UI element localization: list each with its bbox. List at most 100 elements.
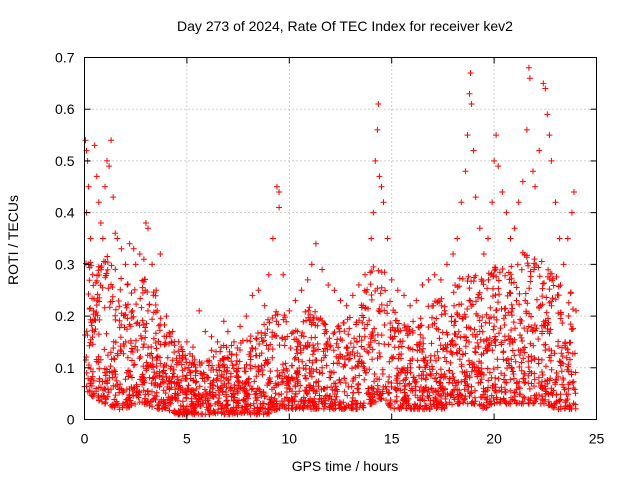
data-point bbox=[475, 364, 482, 371]
data-point bbox=[160, 367, 167, 374]
data-point bbox=[87, 339, 94, 346]
data-point bbox=[104, 259, 111, 266]
data-point bbox=[360, 363, 367, 370]
grid-lines bbox=[84, 57, 597, 420]
data-point bbox=[484, 343, 491, 350]
data-point bbox=[367, 335, 374, 342]
data-point bbox=[275, 321, 282, 328]
data-point bbox=[435, 402, 442, 409]
data-point bbox=[503, 400, 510, 407]
data-point bbox=[392, 385, 398, 392]
data-point bbox=[355, 380, 362, 387]
data-point bbox=[105, 389, 112, 396]
data-point bbox=[210, 353, 217, 360]
data-point bbox=[420, 389, 426, 395]
data-point bbox=[477, 336, 484, 343]
data-point bbox=[96, 375, 103, 382]
data-point bbox=[454, 391, 461, 398]
data-point bbox=[117, 347, 124, 353]
data-point bbox=[153, 345, 160, 352]
data-point bbox=[160, 396, 167, 403]
data-point bbox=[275, 381, 282, 388]
data-point bbox=[374, 382, 381, 389]
data-point bbox=[136, 251, 143, 257]
data-point bbox=[434, 348, 441, 355]
data-point bbox=[376, 173, 383, 180]
data-point bbox=[92, 279, 99, 286]
data-point bbox=[463, 337, 470, 344]
data-point bbox=[502, 379, 509, 386]
data-point bbox=[492, 336, 499, 343]
data-point bbox=[505, 309, 512, 316]
data-point bbox=[168, 339, 175, 346]
data-point bbox=[101, 365, 108, 372]
data-point bbox=[449, 337, 456, 344]
data-point bbox=[369, 397, 376, 404]
data-point bbox=[528, 357, 535, 364]
data-point bbox=[387, 298, 393, 305]
data-point bbox=[345, 331, 352, 338]
data-point bbox=[526, 75, 533, 82]
data-point bbox=[177, 384, 184, 391]
data-point bbox=[136, 355, 143, 362]
data-point bbox=[434, 399, 441, 406]
data-point bbox=[220, 356, 227, 363]
data-point bbox=[485, 384, 491, 391]
data-point bbox=[236, 379, 243, 386]
data-point bbox=[471, 394, 478, 401]
data-point bbox=[179, 373, 186, 380]
data-point bbox=[501, 322, 508, 328]
data-point bbox=[224, 397, 231, 404]
data-point bbox=[260, 389, 267, 395]
data-point bbox=[441, 303, 448, 310]
data-point bbox=[490, 285, 496, 292]
data-point bbox=[336, 328, 343, 335]
data-point bbox=[246, 375, 252, 382]
data-point bbox=[485, 270, 492, 277]
data-point bbox=[120, 400, 127, 407]
data-point bbox=[281, 342, 288, 349]
data-point bbox=[426, 366, 433, 373]
data-point bbox=[208, 347, 215, 354]
data-point bbox=[90, 282, 97, 289]
data-point bbox=[483, 405, 489, 411]
y-tick-label: 0.7 bbox=[55, 50, 75, 66]
data-point bbox=[223, 384, 230, 391]
data-point bbox=[227, 385, 234, 392]
data-point bbox=[549, 403, 556, 410]
data-point bbox=[238, 384, 244, 391]
data-point bbox=[520, 375, 527, 382]
data-point bbox=[392, 386, 399, 393]
data-point bbox=[114, 350, 121, 357]
data-point bbox=[466, 339, 472, 345]
data-point bbox=[478, 323, 485, 330]
data-point bbox=[350, 344, 357, 351]
data-point bbox=[310, 319, 317, 326]
data-point bbox=[252, 391, 258, 398]
data-point bbox=[395, 344, 402, 351]
data-point bbox=[480, 385, 487, 392]
data-point bbox=[130, 245, 137, 252]
x-tick-label: 20 bbox=[486, 431, 502, 447]
data-point bbox=[565, 385, 572, 392]
data-point bbox=[470, 147, 477, 154]
data-point bbox=[563, 354, 570, 361]
data-point bbox=[91, 295, 97, 302]
data-point bbox=[120, 312, 127, 319]
data-point bbox=[218, 384, 225, 391]
data-point bbox=[374, 355, 381, 362]
data-point bbox=[130, 393, 137, 399]
data-point bbox=[346, 325, 353, 332]
data-point bbox=[349, 404, 356, 411]
data-point bbox=[330, 330, 337, 337]
data-point bbox=[545, 315, 551, 322]
data-point bbox=[259, 338, 266, 345]
data-point bbox=[411, 378, 418, 385]
data-point bbox=[133, 337, 139, 344]
data-point bbox=[461, 378, 468, 385]
data-point bbox=[412, 392, 419, 399]
data-point bbox=[524, 260, 531, 267]
data-point bbox=[89, 271, 96, 278]
data-point bbox=[86, 342, 93, 349]
data-point bbox=[406, 380, 413, 387]
